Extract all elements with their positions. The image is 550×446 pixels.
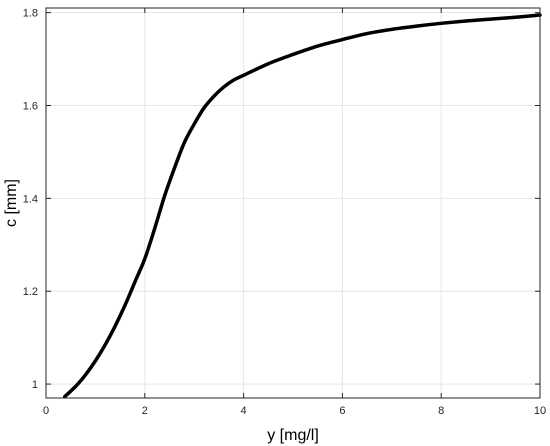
x-tick-label: 4 — [241, 405, 247, 417]
plot-frame — [45, 7, 541, 399]
ticks — [45, 8, 541, 398]
y-tick-label: 1.2 — [23, 286, 38, 298]
y-tick-label: 1.8 — [23, 8, 38, 20]
x-tick-label: 6 — [339, 405, 345, 417]
x-tick-label: 2 — [142, 405, 148, 417]
tick-labels: 0 2 4 6 8 10 1 1.2 1.4 1.6 1.8 — [23, 8, 546, 417]
y-tick-label: 1.6 — [23, 101, 38, 113]
x-tick-label: 8 — [438, 405, 444, 417]
x-tick-label: 0 — [43, 405, 49, 417]
series-line — [63, 13, 542, 399]
grid — [45, 8, 541, 398]
series-layer — [63, 13, 542, 399]
y-tick-label: 1 — [32, 379, 38, 391]
y-tick-label: 1.4 — [23, 193, 38, 205]
y-axis-title: c [mm] — [3, 179, 20, 227]
x-axis-title: y [mg/l] — [267, 427, 319, 444]
x-tick-label: 10 — [534, 405, 546, 417]
